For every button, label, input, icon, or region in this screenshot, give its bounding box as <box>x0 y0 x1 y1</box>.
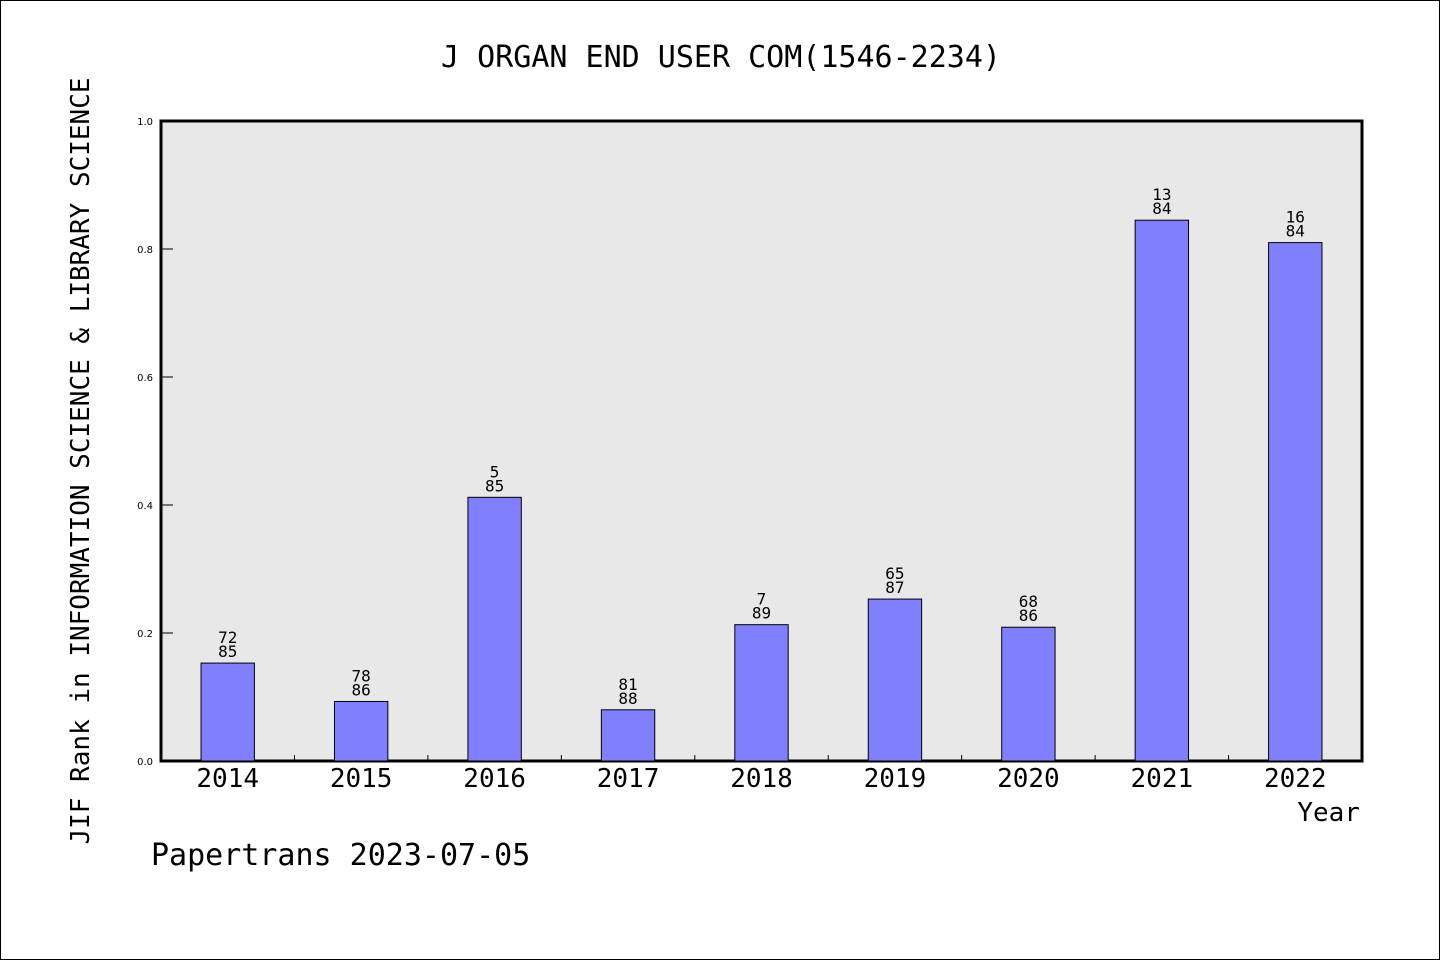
chart-title: J ORGAN END USER COM(1546-2234) <box>441 40 1001 75</box>
bar <box>734 624 789 762</box>
x-axis-label: Year <box>1297 798 1360 828</box>
bar <box>1134 219 1190 762</box>
y-axis-label: JIF Rank in INFORMATION SCIENCE & LIBRAR… <box>66 77 96 844</box>
y-tick-label: 0.8 <box>137 245 153 256</box>
bars <box>200 219 1323 762</box>
bar-total-label: 87 <box>885 578 904 597</box>
x-tick-label: 2020 <box>997 764 1060 794</box>
bar-total-label: 85 <box>485 476 504 495</box>
y-tick-label: 0.0 <box>137 757 153 768</box>
bar-rank-label: 81 <box>618 675 637 694</box>
x-tick-label: 2018 <box>730 764 793 794</box>
y-tick-label: 0.6 <box>137 373 153 384</box>
bar <box>333 700 389 762</box>
footer-text: Papertrans 2023-07-05 <box>151 838 530 873</box>
bar-total-label: 84 <box>1152 199 1171 218</box>
bar <box>1268 242 1323 762</box>
x-tick-label: 2015 <box>330 764 393 794</box>
bar <box>200 662 255 762</box>
bar-total-label: 86 <box>1019 606 1038 625</box>
x-tick-label: 2017 <box>597 764 660 794</box>
bar-rank-label: 65 <box>885 564 904 583</box>
x-tick-label: 2019 <box>864 764 927 794</box>
bar-rank-label: 78 <box>352 666 371 685</box>
bar <box>1001 626 1056 762</box>
bar-rank-label: 16 <box>1286 208 1305 227</box>
bar <box>467 496 522 762</box>
y-tick-label: 0.4 <box>137 501 153 512</box>
bar-rank-label: 68 <box>1019 592 1038 611</box>
bar-total-label: 85 <box>218 642 237 661</box>
bar-rank-label: 13 <box>1152 185 1171 204</box>
x-tick-label: 2016 <box>463 764 526 794</box>
y-tick-label: 0.2 <box>137 629 153 640</box>
x-tick-label: 2021 <box>1131 764 1194 794</box>
bar-rank-label: 72 <box>218 628 237 647</box>
bar-total-label: 84 <box>1286 222 1305 241</box>
bar <box>600 709 656 762</box>
bar <box>867 598 923 762</box>
x-axis-ticks: 2014 2015 2016 2017 2018 2019 2020 2021 2022 <box>196 755 1327 794</box>
bar-rank-label: 7 <box>757 590 767 609</box>
bar-total-label: 89 <box>752 604 771 623</box>
bar-rank-label: 5 <box>490 462 500 481</box>
y-axis-ticks: 0.0 0.2 0.4 0.6 0.8 1.0 <box>137 117 173 768</box>
bar-total-label: 88 <box>618 689 637 708</box>
bar-total-label: 86 <box>352 680 371 699</box>
y-tick-label: 1.0 <box>137 117 153 128</box>
x-tick-label: 2022 <box>1264 764 1327 794</box>
x-tick-label: 2014 <box>196 764 259 794</box>
